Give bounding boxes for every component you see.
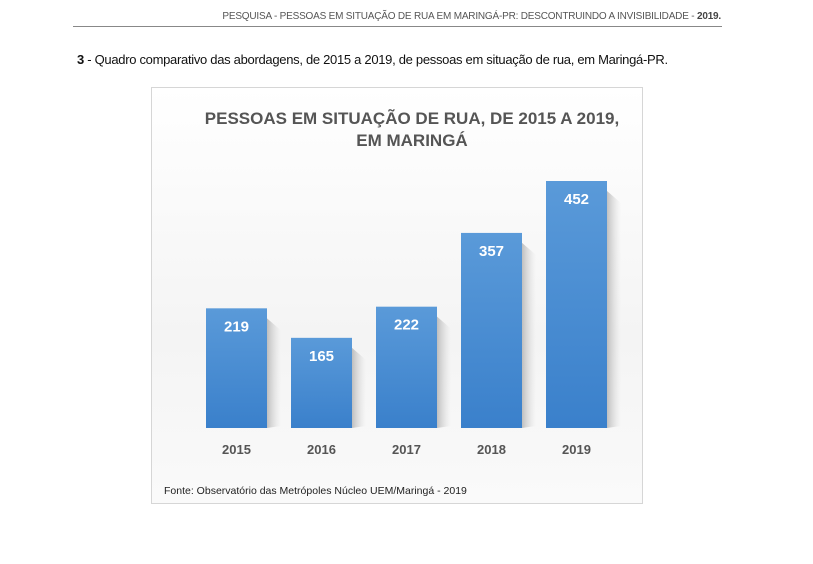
bar-shadow	[437, 316, 451, 428]
bar-shadow	[607, 191, 621, 428]
running-header: PESQUISA - PESSOAS EM SITUAÇÃO DE RUA EM…	[222, 11, 721, 22]
data-label: 452	[564, 191, 589, 208]
figure-caption: 3 - Quadro comparativo das abordagens, d…	[77, 52, 668, 67]
caption-number: 3	[77, 52, 84, 67]
chart-container: PESSOAS EM SITUAÇÃO DE RUA, DE 2015 A 20…	[151, 87, 643, 504]
x-tick-label: 2018	[477, 442, 506, 457]
bar-2015	[206, 308, 267, 428]
data-label: 165	[309, 348, 334, 365]
bar-shadow	[522, 242, 536, 428]
bar-2016	[291, 337, 352, 428]
chart-title-line2: EM MARINGÁ	[356, 131, 468, 150]
data-label: 222	[394, 317, 419, 334]
bar-2018	[461, 232, 522, 428]
header-text: PESQUISA - PESSOAS EM SITUAÇÃO DE RUA EM…	[222, 11, 697, 22]
x-tick-label: 2016	[307, 442, 336, 457]
chart-source: Fonte: Observatório das Metrópoles Núcle…	[164, 485, 467, 497]
bar-shadow	[352, 347, 366, 428]
bar-2019	[546, 181, 607, 428]
bar-2017	[376, 306, 437, 428]
x-tick-label: 2017	[392, 442, 421, 457]
header-divider	[73, 26, 722, 27]
caption-text: - Quadro comparativo das abordagens, de …	[83, 52, 668, 67]
bar-shadow	[267, 318, 281, 428]
chart-title: PESSOAS EM SITUAÇÃO DE RUA, DE 2015 A 20…	[152, 108, 642, 152]
chart-title-line1: PESSOAS EM SITUAÇÃO DE RUA, DE 2015 A 20…	[204, 109, 620, 128]
bar-chart: 219 2015 165 2016 222 2017 357 2018 452 2019	[206, 181, 621, 457]
data-label: 357	[479, 243, 504, 260]
x-tick-label: 2015	[222, 442, 251, 457]
x-tick-label: 2019	[562, 442, 591, 457]
data-label: 219	[224, 318, 249, 335]
header-year: 2019.	[696, 11, 721, 22]
